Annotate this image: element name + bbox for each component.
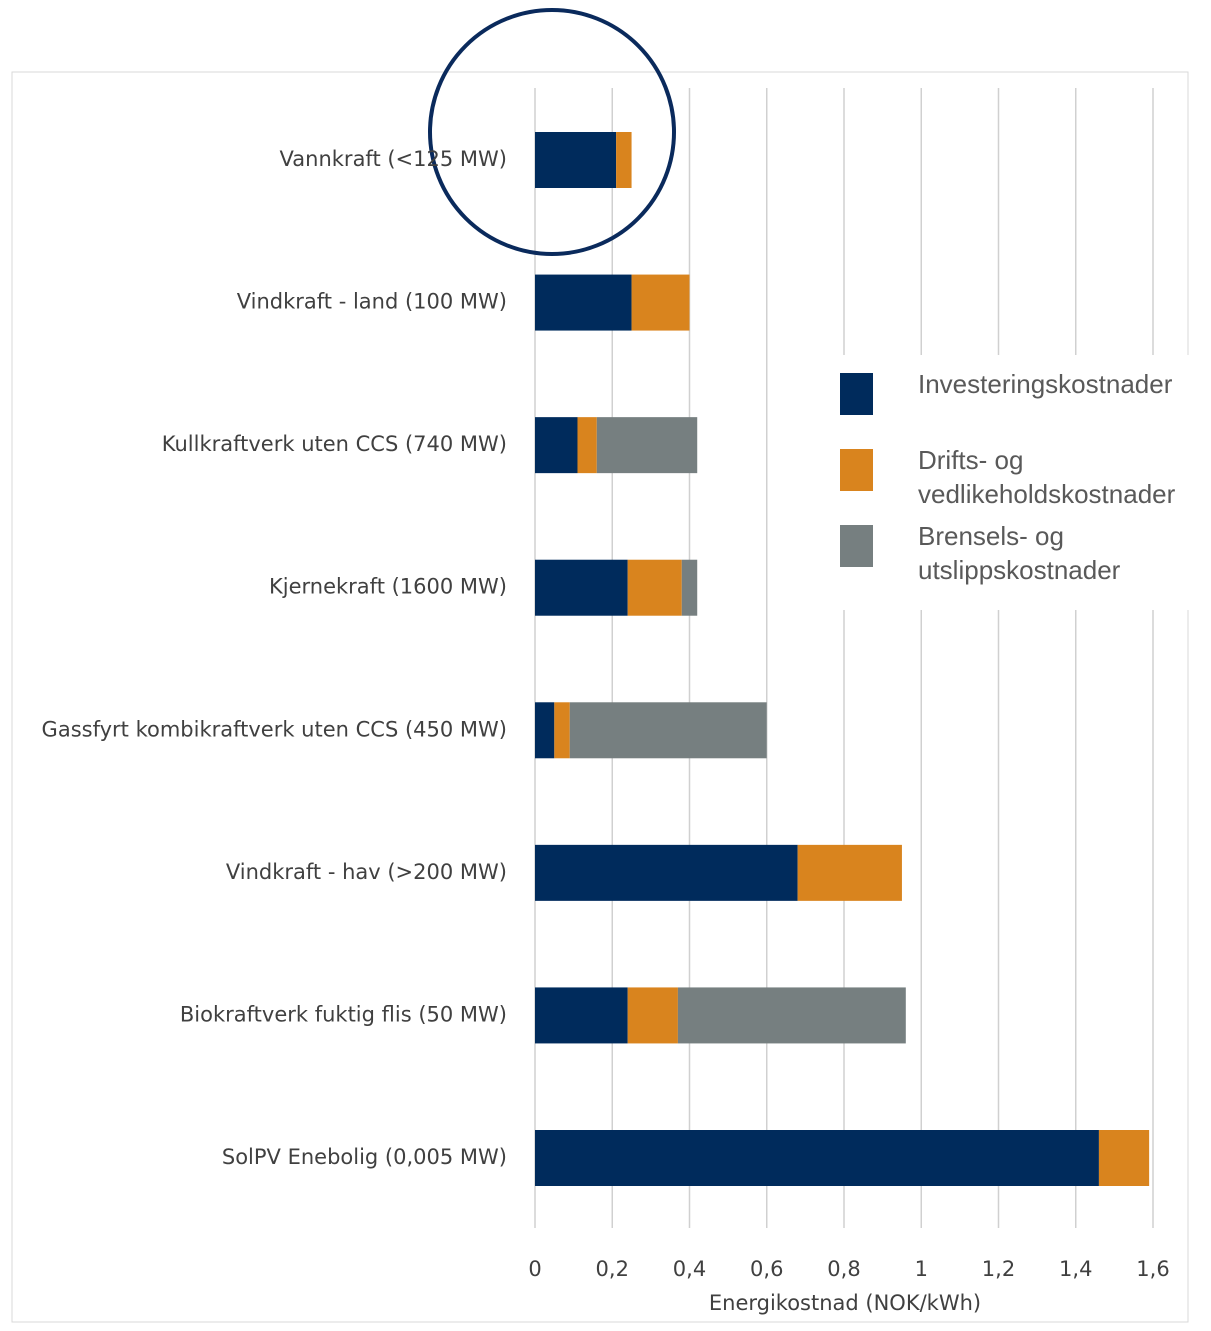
x-tick-label: 1,4 [1059, 1257, 1092, 1281]
x-tick-label: 0,8 [827, 1257, 860, 1281]
x-tick-label: 1 [915, 1257, 928, 1281]
legend-swatch [840, 525, 873, 567]
y-tick-label: Kjernekraft (1600 MW) [269, 575, 507, 599]
bar-segment [535, 132, 617, 188]
y-tick-label: SolPV Enebolig (0,005 MW) [222, 1145, 507, 1169]
bar-segment [596, 417, 698, 474]
legend-swatch [840, 449, 873, 491]
legend: Investeringskostnader Drifts- og vedlikeh… [830, 355, 1200, 610]
bar-segment [577, 417, 597, 474]
chart-border [11, 71, 1189, 1323]
x-tick-label: 1,2 [982, 1257, 1015, 1281]
y-tick-label: Kullkraftverk uten CCS (740 MW) [162, 432, 507, 456]
bar-segment [535, 417, 578, 474]
legend-label: Drifts- og vedlikeholdskostnader [918, 445, 1176, 509]
bar-segment [535, 844, 798, 901]
x-tick-label: 0,4 [673, 1257, 706, 1281]
legend-label: Investeringskostnader [918, 369, 1173, 399]
x-tick-label: 1,6 [1136, 1257, 1169, 1281]
bar-segment [681, 559, 698, 616]
bar-segment [569, 702, 767, 759]
bar-segment [797, 844, 902, 901]
bar-segment [554, 702, 570, 759]
bar-segment [535, 987, 628, 1044]
y-tick-label: Gassfyrt kombikraftverk uten CCS (450 MW… [42, 717, 507, 741]
y-tick-label: Vannkraft (<125 MW) [280, 147, 507, 171]
y-tick-label: Vindkraft - land (100 MW) [237, 290, 507, 314]
bar-segment [535, 702, 555, 759]
x-axis-title: Energikostnad (NOK/kWh) [709, 1291, 981, 1315]
highlight-circle [428, 8, 676, 256]
bar-segment [535, 559, 628, 616]
bar-segment [535, 274, 632, 331]
bar-segment [627, 987, 678, 1044]
legend-label: Brensels- og utslippskostnader [918, 521, 1121, 585]
y-tick-label: Biokraftverk fuktig flis (50 MW) [180, 1002, 507, 1026]
x-tick-label: 0,6 [750, 1257, 783, 1281]
bar-segment [1098, 1130, 1150, 1186]
bar-segment [535, 1130, 1099, 1186]
bar-segment [616, 132, 632, 188]
bar-segment [631, 274, 690, 331]
x-tick-label: 0 [528, 1257, 541, 1281]
y-tick-label: Vindkraft - hav (>200 MW) [226, 860, 507, 884]
x-tick-label: 0,2 [596, 1257, 629, 1281]
legend-swatch [840, 373, 873, 415]
bar-segment [677, 987, 906, 1044]
bar-segment [627, 559, 682, 616]
